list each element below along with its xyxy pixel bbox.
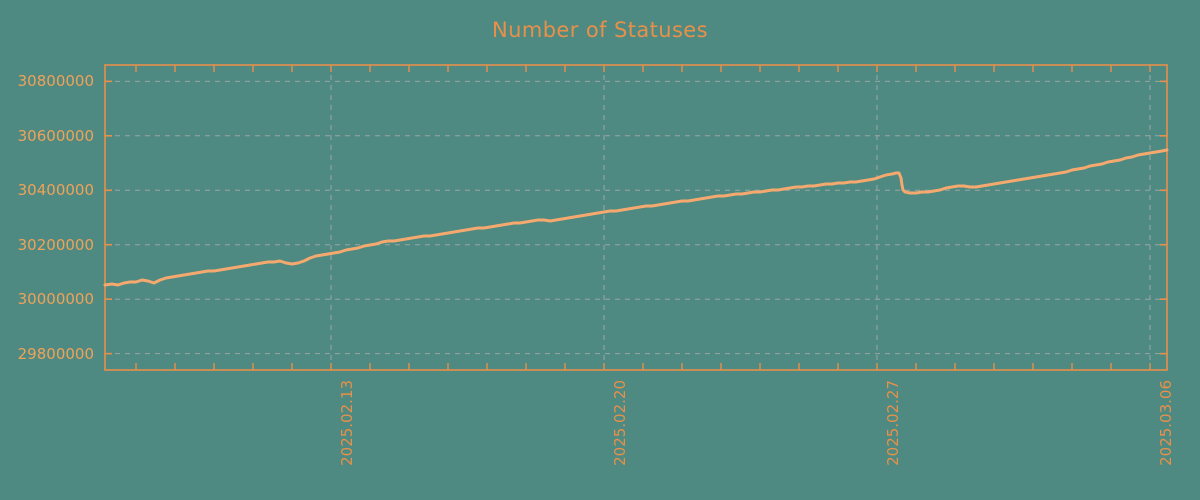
y-axis-tick-label: 30600000 [17,126,94,145]
y-axis-tick-label: 29800000 [17,344,94,363]
y-axis-tick-label: 30400000 [17,181,94,200]
y-axis-tick-label: 30000000 [17,290,94,309]
series-line-number-of-statuses [103,148,1169,287]
x-axis-ticks [135,65,1151,370]
y-axis-tick-label: 30200000 [17,235,94,254]
x-axis-tick-label: 2025.03.06 [1157,380,1175,466]
horizontal-gridlines [105,80,1167,355]
y-axis-ticks [105,80,1167,355]
y-axis-tick-label: 30800000 [17,72,94,91]
vertical-gridlines [330,65,1151,370]
x-axis-tick-label: 2025.02.13 [338,380,356,466]
plot-frame [104,64,1168,371]
chart-title: Number of Statuses [492,18,708,42]
x-axis-tick-label: 2025.02.27 [884,380,902,466]
x-axis-tick-label: 2025.02.20 [611,380,629,466]
